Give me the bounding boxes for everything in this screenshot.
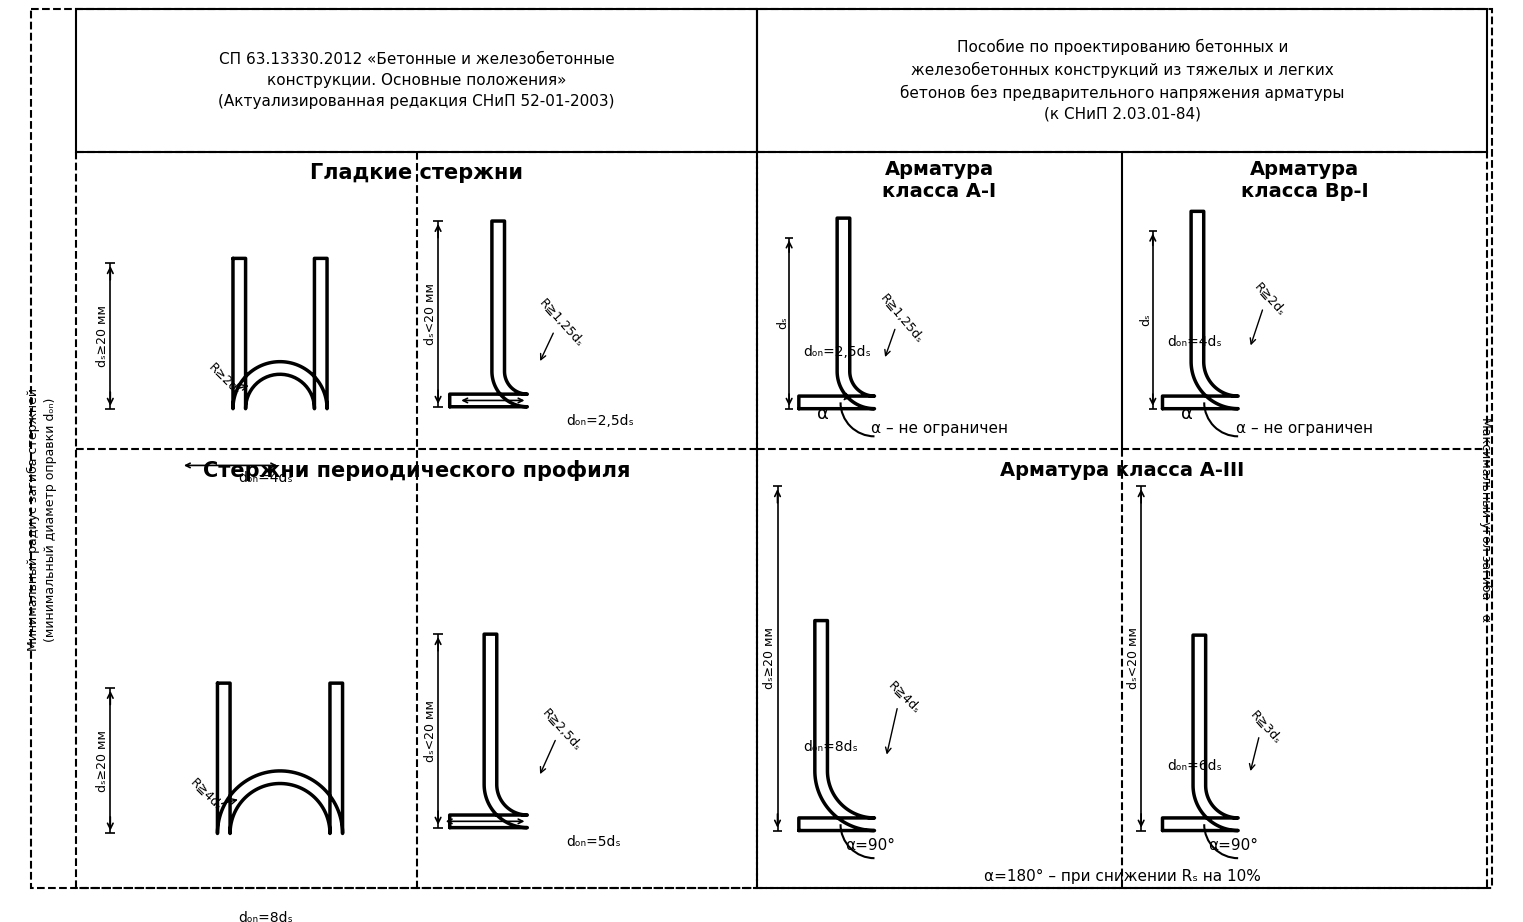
Text: dₒₙ=6dₛ: dₒₙ=6dₛ	[1167, 759, 1221, 773]
Text: Стержни периодического профиля: Стержни периодического профиля	[203, 460, 631, 481]
Text: dₒₙ=4dₛ: dₒₙ=4dₛ	[1167, 336, 1221, 349]
Text: α=90°: α=90°	[845, 838, 894, 853]
Polygon shape	[1162, 635, 1238, 831]
Text: Арматура
класса А-I: Арматура класса А-I	[882, 160, 996, 201]
Text: R≧3dₛ: R≧3dₛ	[1247, 708, 1284, 747]
Bar	[76, 152, 757, 888]
Polygon shape	[449, 221, 527, 407]
Text: Пособие по проектированию бетонных и
железобетонных конструкций из тяжелых и лег: Пособие по проектированию бетонных и жел…	[900, 39, 1345, 122]
Text: α – не ограничен: α – не ограничен	[1237, 420, 1374, 435]
Text: dₛ<20 мм: dₛ<20 мм	[1127, 627, 1139, 690]
Bar	[76, 9, 757, 152]
Bar	[757, 9, 1488, 152]
Text: α – не ограничен: α – не ограничен	[871, 420, 1008, 435]
Text: СП 63.13330.2012 «Бетонные и железобетонные
конструкции. Основные положения»
(Ак: СП 63.13330.2012 «Бетонные и железобетон…	[218, 52, 615, 109]
Text: R≧1,25dₛ: R≧1,25dₛ	[877, 292, 926, 346]
Polygon shape	[449, 634, 527, 828]
Text: dₛ≥20 мм: dₛ≥20 мм	[763, 627, 777, 690]
Text: R≧4dₛ: R≧4dₛ	[187, 776, 225, 813]
Bar	[757, 152, 1488, 888]
Polygon shape	[1162, 211, 1238, 408]
Text: α=90°: α=90°	[1208, 838, 1258, 853]
Text: α: α	[818, 405, 829, 423]
Polygon shape	[800, 219, 874, 408]
Text: dₛ<20 мм: dₛ<20 мм	[423, 283, 437, 345]
Text: Минимальный радиус загиба стержней
(минимальный диаметр оправки dₒₙ): Минимальный радиус загиба стержней (мини…	[27, 388, 58, 651]
Text: α: α	[1180, 405, 1193, 423]
Text: R≧2dₛ: R≧2dₛ	[1250, 280, 1287, 319]
Text: dₛ<20 мм: dₛ<20 мм	[423, 700, 437, 762]
Polygon shape	[800, 621, 874, 831]
Text: dₒₙ=5dₛ: dₒₙ=5dₛ	[567, 835, 621, 849]
Text: dₛ: dₛ	[775, 317, 789, 329]
Text: dₒₙ=8dₛ: dₒₙ=8dₛ	[804, 739, 859, 753]
Text: Арматура класса А-III: Арматура класса А-III	[1001, 461, 1244, 480]
Text: R≧2,5dₛ: R≧2,5dₛ	[539, 706, 583, 754]
Text: dₛ≥20 мм: dₛ≥20 мм	[96, 305, 110, 367]
Text: α=180° – при снижении Rₛ на 10%: α=180° – при снижении Rₛ на 10%	[984, 869, 1261, 883]
Text: Максимальный угол загиба – α: Максимальный угол загиба – α	[1479, 418, 1493, 622]
Polygon shape	[233, 258, 327, 408]
Text: Гладкие стержни: Гладкие стержни	[311, 163, 524, 183]
Text: R≥2dₛ: R≥2dₛ	[206, 361, 244, 398]
Text: dₛ≥20 мм: dₛ≥20 мм	[96, 729, 110, 792]
Text: dₛ: dₛ	[1139, 313, 1153, 326]
Text: dₒₙ=2,5dₛ: dₒₙ=2,5dₛ	[804, 345, 871, 359]
Text: R≧1,25dₛ: R≧1,25dₛ	[536, 296, 586, 349]
Text: dₒₙ=4dₛ: dₒₙ=4dₛ	[238, 471, 292, 485]
Text: dₒₙ=2,5dₛ: dₒₙ=2,5dₛ	[567, 414, 634, 429]
Text: R≧4dₛ: R≧4dₛ	[885, 680, 923, 716]
Text: Арматура
класса Вр-I: Арматура класса Вр-I	[1241, 160, 1368, 201]
Text: dₒₙ=8dₛ: dₒₙ=8dₛ	[238, 911, 292, 922]
Polygon shape	[218, 683, 343, 833]
